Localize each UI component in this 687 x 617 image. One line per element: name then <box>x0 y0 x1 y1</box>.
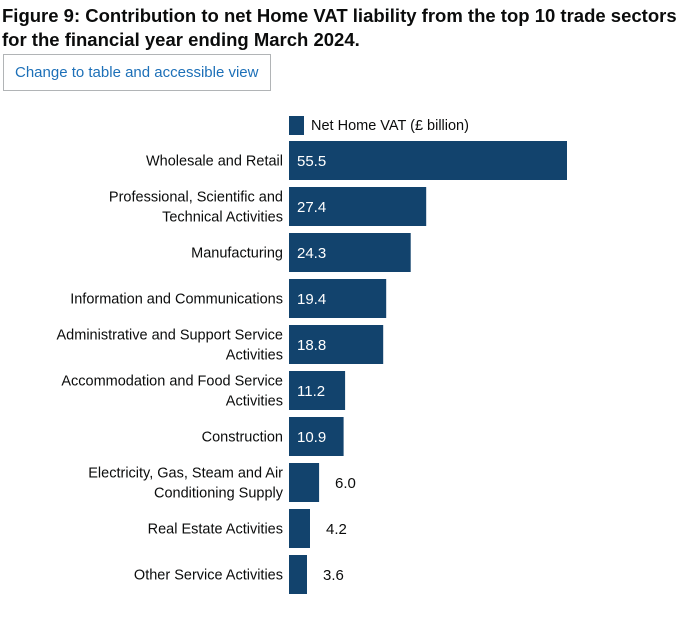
data-label: 19.4 <box>297 291 326 308</box>
bar <box>289 279 387 318</box>
category-label: Manufacturing <box>191 246 283 262</box>
bar <box>289 555 307 594</box>
category-label: Real Estate Activities <box>148 522 283 538</box>
bar <box>289 325 384 364</box>
bar <box>289 141 567 180</box>
category-label: Administrative and Support Service <box>57 328 283 344</box>
category-label: Activities <box>226 348 283 364</box>
data-label: 4.2 <box>326 521 347 538</box>
data-label: 55.5 <box>297 153 326 170</box>
data-label: 3.6 <box>323 567 344 584</box>
change-view-button[interactable]: Change to table and accessible view <box>3 54 271 91</box>
data-label: 10.9 <box>297 429 326 446</box>
bar <box>289 233 411 272</box>
bar <box>289 187 427 226</box>
category-label: Other Service Activities <box>134 568 283 584</box>
category-label: Conditioning Supply <box>154 486 284 502</box>
category-label: Professional, Scientific and <box>109 190 283 206</box>
legend-swatch <box>289 116 304 135</box>
category-label: Accommodation and Food Service <box>61 374 283 390</box>
data-label: 11.2 <box>297 383 325 400</box>
category-label: Information and Communications <box>70 292 283 308</box>
data-label: 24.3 <box>297 245 326 262</box>
bar <box>289 417 344 456</box>
bar <box>289 371 346 410</box>
data-label: 27.4 <box>297 199 326 216</box>
category-label: Electricity, Gas, Steam and Air <box>88 466 283 482</box>
chart-legend: Net Home VAT (£ billion) <box>289 116 469 135</box>
data-label: 18.8 <box>297 337 326 354</box>
category-label: Construction <box>202 430 283 446</box>
bar <box>289 509 310 548</box>
category-label: Technical Activities <box>162 210 283 226</box>
figure-title: Figure 9: Contribution to net Home VAT l… <box>2 5 677 50</box>
category-label: Wholesale and Retail <box>146 154 283 170</box>
legend-label: Net Home VAT (£ billion) <box>311 118 469 134</box>
category-label: Activities <box>226 394 283 410</box>
bar <box>289 463 320 502</box>
data-label: 6.0 <box>335 475 356 492</box>
bar-chart: Net Home VAT (£ billion) Wholesale and R… <box>57 116 567 594</box>
chart-bars: Wholesale and Retail 55.5 Professional, Sc… <box>57 141 567 594</box>
